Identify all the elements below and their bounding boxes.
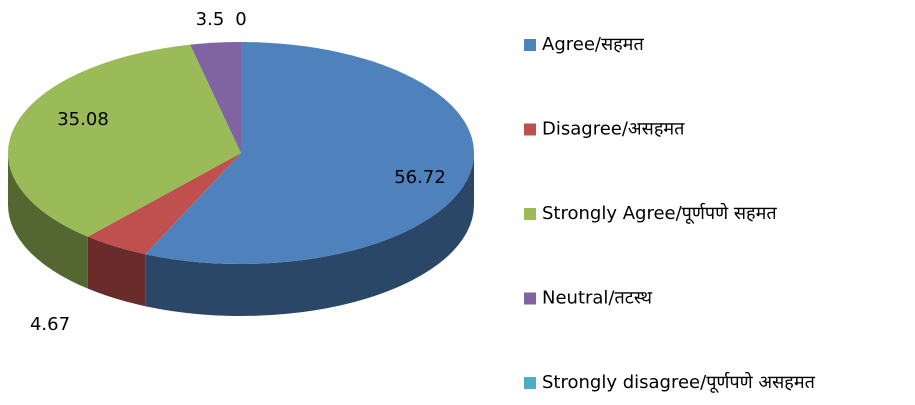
- legend-swatch: [524, 123, 536, 136]
- legend-label: Strongly Agree/पूर्णपणे सहमत: [542, 202, 777, 224]
- data-label: 3.5: [196, 9, 225, 30]
- legend-swatch: [524, 292, 536, 305]
- legend-swatch: [524, 39, 536, 51]
- legend-label: Strongly disagree/पूर्णपणे असहमत: [542, 371, 816, 393]
- slice: [7, 44, 241, 237]
- slice: [190, 42, 241, 153]
- legend-swatch: [524, 208, 536, 220]
- slice-side: [7, 153, 88, 289]
- slice-side: [87, 236, 146, 307]
- legend-label: Disagree/असहमत: [542, 119, 685, 140]
- data-label: 56.72: [394, 167, 446, 188]
- legend-swatch: [524, 377, 536, 389]
- slice: [87, 153, 241, 255]
- slice: [145, 42, 475, 264]
- legend-label: Neutral/तटस्थ: [542, 288, 652, 309]
- data-label: 35.08: [57, 109, 109, 130]
- data-label: 4.67: [30, 314, 70, 335]
- slice-side: [145, 153, 475, 316]
- data-label: 0: [235, 9, 246, 30]
- legend-label: Agree/सहमत: [542, 34, 644, 55]
